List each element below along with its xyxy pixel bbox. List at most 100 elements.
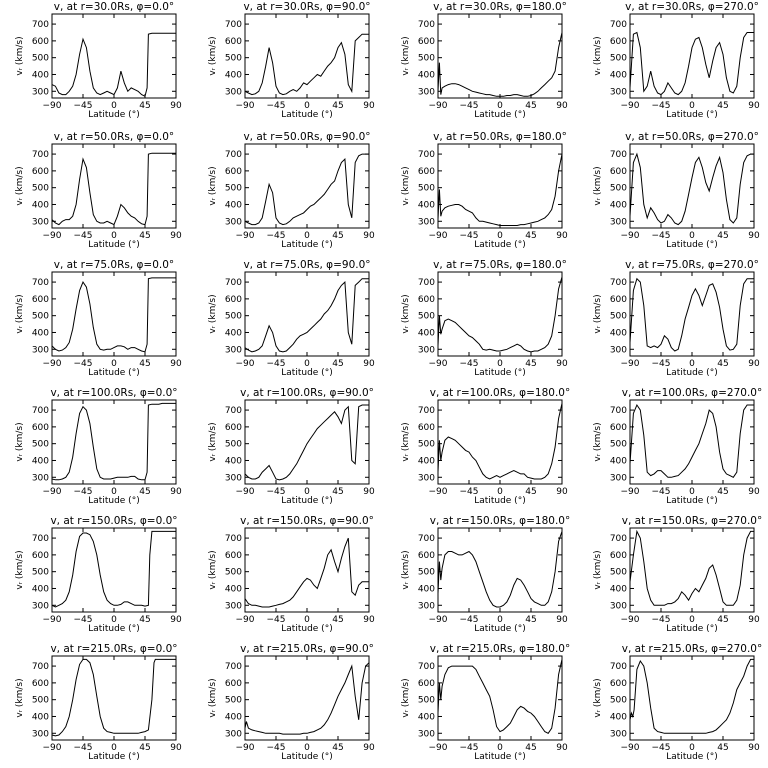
x-tick-label: 45	[139, 743, 150, 753]
x-tick-label: 0	[689, 743, 695, 753]
panel-title: v, at r=215.0Rs, φ=180.0°	[430, 643, 570, 655]
y-tick-label: 500	[610, 440, 627, 450]
y-tick-label: 500	[610, 312, 627, 322]
x-tick-label: −90	[236, 615, 255, 625]
x-tick-label: 0	[304, 359, 310, 369]
x-tick-label: 90	[170, 743, 182, 753]
x-tick-label: −90	[429, 615, 448, 625]
y-tick-label: 500	[418, 54, 435, 64]
y-tick-label: 700	[225, 662, 242, 672]
x-tick-label: 45	[717, 615, 728, 625]
x-axis-label: Latitude (°)	[474, 496, 525, 506]
panel-7: v, at r=50.0Rs, φ=270.0° −90 −45 0 45 90 300 40…	[593, 131, 760, 250]
y-axis-label: vᵣ (km/s)	[15, 166, 25, 205]
y-tick-label: 400	[32, 328, 49, 338]
x-tick-label: 90	[170, 359, 182, 369]
y-tick-label: 700	[418, 20, 435, 30]
x-axis-label: Latitude (°)	[474, 368, 525, 378]
series-line	[629, 152, 754, 226]
y-tick-label: 700	[418, 662, 435, 672]
x-tick-label: 0	[304, 231, 310, 241]
x-axis-label: Latitude (°)	[88, 752, 139, 762]
panel-title: v, at r=30.0Rs, φ=270.0°	[625, 1, 759, 13]
plot-frame	[244, 13, 370, 99]
y-tick-label: 300	[418, 473, 435, 483]
x-tick-label: 0	[304, 487, 310, 497]
y-axis-label: vᵣ (km/s)	[593, 422, 603, 461]
y-tick-label: 500	[225, 696, 242, 706]
series-line	[629, 529, 754, 606]
panel-title: v, at r=50.0Rs, φ=180.0°	[433, 131, 567, 143]
panel-13: v, at r=100.0Rs, φ=90.0° −90 −45 0 45 90 300 40…	[208, 387, 375, 506]
panel-21: v, at r=215.0Rs, φ=90.0° −90 −45 0 45 90 300 40…	[208, 643, 375, 762]
x-axis-label: Latitude (°)	[474, 624, 525, 634]
plot-frame	[51, 399, 177, 485]
y-tick-label: 300	[32, 601, 49, 611]
x-axis-label: Latitude (°)	[666, 752, 717, 762]
y-tick-label: 300	[610, 345, 627, 355]
x-tick-label: 90	[748, 231, 760, 241]
plot-frame	[51, 13, 177, 99]
y-axis-label: vᵣ (km/s)	[593, 550, 603, 589]
series-line	[51, 32, 176, 98]
series-line	[51, 152, 176, 226]
x-tick-label: 45	[525, 101, 536, 111]
x-tick-label: 0	[689, 487, 695, 497]
plot-frame	[51, 527, 177, 613]
x-axis-label: Latitude (°)	[88, 110, 139, 120]
x-tick-label: 0	[689, 101, 695, 111]
y-tick-label: 500	[418, 696, 435, 706]
x-axis-label: Latitude (°)	[88, 368, 139, 378]
y-tick-label: 400	[418, 584, 435, 594]
x-tick-label: −45	[652, 359, 671, 369]
series-line	[629, 31, 754, 96]
panel-title: v, at r=75.0Rs, φ=180.0°	[433, 259, 567, 271]
x-tick-label: 0	[689, 359, 695, 369]
panel-title: v, at r=150.0Rs, φ=90.0°	[240, 515, 374, 527]
x-tick-label: 45	[139, 101, 150, 111]
y-tick-label: 400	[610, 712, 627, 722]
y-tick-label: 700	[610, 534, 627, 544]
x-tick-label: −45	[652, 101, 671, 111]
y-tick-label: 500	[32, 696, 49, 706]
x-tick-label: −90	[43, 359, 62, 369]
y-axis-label: vᵣ (km/s)	[401, 294, 411, 333]
y-tick-label: 600	[32, 295, 49, 305]
x-tick-label: 45	[332, 101, 343, 111]
y-tick-label: 300	[418, 87, 435, 97]
y-tick-label: 500	[418, 568, 435, 578]
x-axis-label: Latitude (°)	[88, 624, 139, 634]
series-line	[244, 404, 369, 481]
y-tick-label: 300	[418, 729, 435, 739]
x-tick-label: −90	[236, 101, 255, 111]
y-tick-label: 600	[32, 167, 49, 177]
y-tick-label: 600	[418, 551, 435, 561]
y-tick-label: 700	[225, 534, 242, 544]
x-axis-label: Latitude (°)	[281, 624, 332, 634]
x-tick-label: 0	[304, 743, 310, 753]
y-tick-label: 400	[610, 456, 627, 466]
series-line	[51, 658, 176, 737]
panel-12: v, at r=100.0Rs, φ=0.0° −90 −45 0 45 90 300 400…	[15, 387, 182, 506]
y-tick-label: 500	[32, 568, 49, 578]
y-tick-label: 700	[418, 534, 435, 544]
x-tick-label: −90	[621, 359, 640, 369]
panel-6: v, at r=50.0Rs, φ=180.0° −90 −45 0 45 90 300 40…	[401, 131, 568, 250]
y-tick-label: 300	[225, 217, 242, 227]
x-tick-label: 90	[556, 231, 568, 241]
x-tick-label: −45	[460, 615, 479, 625]
x-tick-label: −45	[74, 231, 93, 241]
x-tick-label: 0	[111, 231, 117, 241]
x-tick-label: 0	[111, 743, 117, 753]
x-tick-label: −45	[267, 101, 286, 111]
x-tick-label: 90	[363, 359, 375, 369]
panel-3: v, at r=30.0Rs, φ=270.0° −90 −45 0 45 90 300 40…	[593, 1, 760, 120]
panel-9: v, at r=75.0Rs, φ=90.0° −90 −45 0 45 90 300 400…	[208, 259, 375, 378]
y-axis-label: vᵣ (km/s)	[15, 678, 25, 717]
y-tick-label: 300	[225, 345, 242, 355]
plot-frame	[244, 271, 370, 357]
x-tick-label: −45	[267, 615, 286, 625]
panel-title: v, at r=215.0Rs, φ=90.0°	[240, 643, 374, 655]
y-tick-label: 400	[418, 456, 435, 466]
